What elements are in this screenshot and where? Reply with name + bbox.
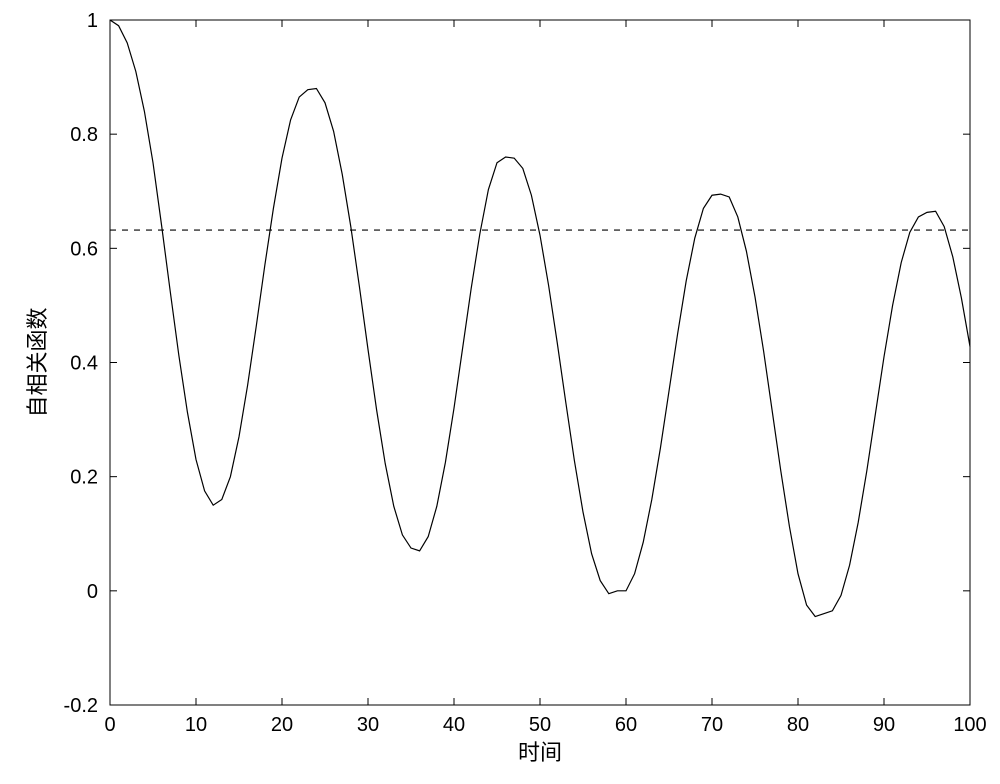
y-tick-label: -0.2 bbox=[64, 695, 98, 717]
x-tick-label: 40 bbox=[443, 714, 465, 736]
y-tick-label: 0.8 bbox=[70, 124, 98, 146]
y-tick-label: 0 bbox=[87, 581, 98, 603]
x-tick-label: 20 bbox=[271, 714, 293, 736]
x-tick-label: 70 bbox=[701, 714, 723, 736]
chart-container: 0 10 20 30 40 50 60 70 80 90 100 -0.2 0 0.2 0.4 0.6 0.8 1… bbox=[0, 0, 1000, 784]
x-tick-label: 0 bbox=[104, 714, 115, 736]
x-tick-label: 90 bbox=[873, 714, 895, 736]
x-tick-label: 50 bbox=[529, 714, 551, 736]
x-tick-label: 10 bbox=[185, 714, 207, 736]
y-tick-label: 1 bbox=[87, 10, 98, 32]
y-axis-label: 自相关函数 bbox=[25, 307, 50, 417]
y-tick-label: 0.2 bbox=[70, 467, 98, 489]
x-tick-label: 80 bbox=[787, 714, 809, 736]
y-tick-label: 0.6 bbox=[70, 238, 98, 260]
x-axis-label: 时间 bbox=[518, 740, 562, 765]
plot-box bbox=[110, 20, 970, 705]
y-tick-label: 0.4 bbox=[70, 353, 98, 375]
x-tick-label: 30 bbox=[357, 714, 379, 736]
autocorrelation-chart: 0 10 20 30 40 50 60 70 80 90 100 -0.2 0 0.2 0.4 0.6 0.8 1… bbox=[0, 0, 1000, 784]
x-tick-label: 60 bbox=[615, 714, 637, 736]
x-tick-label: 100 bbox=[953, 714, 986, 736]
series-autocorr bbox=[110, 20, 970, 617]
